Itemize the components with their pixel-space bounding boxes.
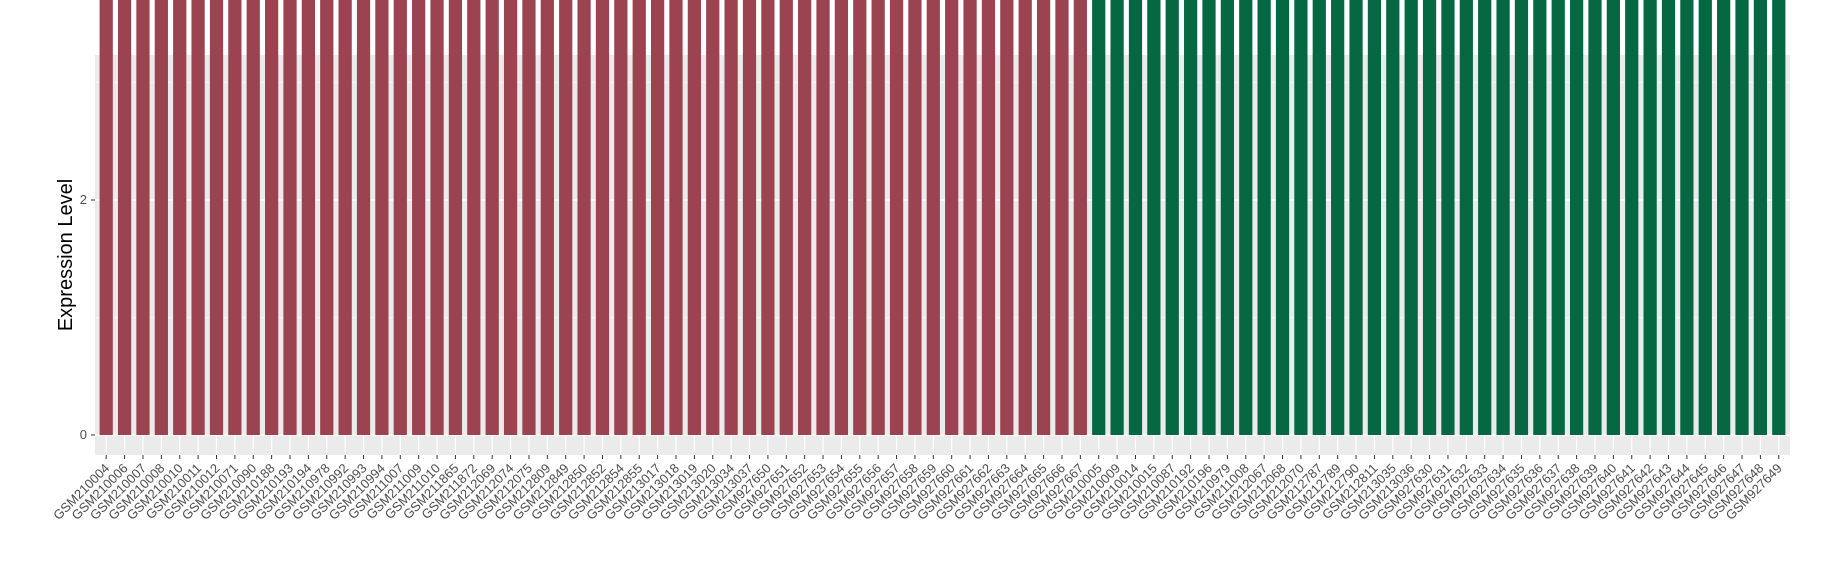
bar [1496,0,1510,435]
bar [503,0,518,435]
bar [1753,0,1768,435]
bar [1349,0,1363,435]
bar [1073,0,1087,435]
y-tick-label: 2 [80,192,87,207]
bar [1018,0,1032,435]
bar [1331,0,1345,435]
bar [412,0,426,435]
bar [1661,0,1676,435]
bar [559,0,573,435]
bar [761,0,775,436]
bar [1643,0,1657,435]
bar [393,0,407,435]
bar [356,0,371,436]
y-axis-title: Expression Level [55,179,77,331]
bar [1386,0,1400,435]
bar [1569,0,1584,435]
bar [99,0,113,435]
bar [595,0,610,435]
bar [779,0,793,435]
bar [1110,0,1124,436]
bar [1717,0,1731,435]
bar [448,0,463,435]
bar [283,0,297,435]
bar [632,0,646,435]
bar [338,0,352,435]
bar [981,0,996,435]
bar [1772,0,1786,435]
bar [1294,0,1308,435]
bar [1257,0,1271,435]
bar [889,0,904,435]
bar [1092,0,1106,435]
bar [301,0,315,436]
bar [1514,0,1529,435]
bar [614,0,628,436]
bar [1478,0,1492,435]
bar [1606,0,1620,435]
bar [963,0,977,435]
bar [467,0,481,435]
bar [687,0,701,435]
bar [117,0,132,435]
bar [1000,0,1014,435]
bar [1055,0,1069,435]
bar [908,0,922,435]
bar [1459,0,1473,435]
bar [375,0,389,435]
bar [816,0,830,435]
bar [246,0,260,436]
bar [926,0,940,435]
bar [669,0,683,435]
bar [834,0,849,435]
bar [1588,0,1602,435]
bar [1312,0,1326,435]
bar [173,0,187,435]
bar [154,0,168,436]
bar [1441,0,1455,435]
bar [1698,0,1712,435]
bar [485,0,499,435]
bar [1367,0,1382,435]
bar [706,0,720,435]
bar [871,0,885,435]
bars [99,0,1786,436]
bar [1680,0,1694,435]
bar [1239,0,1253,435]
bar [853,0,867,435]
y-axis: 0246 [80,192,95,442]
bar [1735,0,1749,435]
bar [1147,0,1161,435]
bar [320,0,334,436]
bar [650,0,665,435]
bar [724,0,738,435]
bar [265,0,279,436]
bar [1404,0,1418,436]
bar [1165,0,1179,435]
bar [136,0,150,435]
x-axis: GSM210004GSM210006GSM210007GSM210008GSM2… [50,455,1785,523]
bar [1202,0,1216,435]
bar [430,0,444,436]
bar [1533,0,1547,435]
bar [945,0,959,435]
bar [1220,0,1234,436]
bar [798,0,812,435]
bar [1275,0,1290,435]
bar [742,0,757,435]
bar [209,0,224,435]
bar [1422,0,1437,435]
bar [1128,0,1143,435]
bar [540,0,554,435]
bar [1184,0,1198,435]
y-tick-label: 0 [80,427,87,442]
bar [1551,0,1565,435]
bar [1036,0,1051,435]
bar [577,0,591,435]
bar [1625,0,1639,435]
bar [191,0,205,435]
bar [522,0,536,435]
bar [228,0,242,435]
